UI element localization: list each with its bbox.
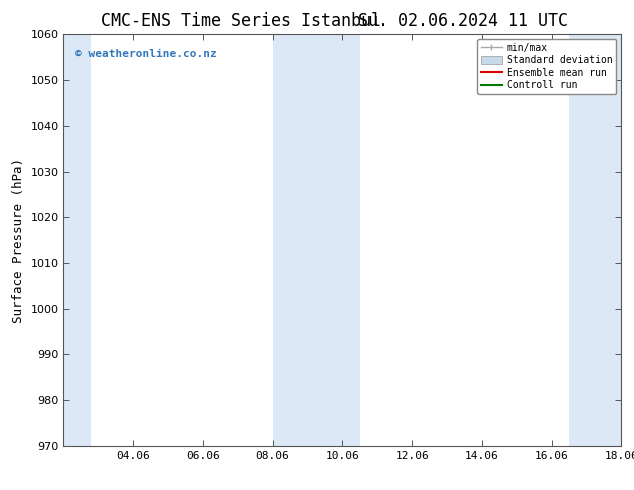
Y-axis label: Surface Pressure (hPa): Surface Pressure (hPa) (12, 158, 25, 322)
Bar (63, 34, 91, 446)
Text: Su. 02.06.2024 11 UTC: Su. 02.06.2024 11 UTC (358, 12, 568, 30)
Text: CMC-ENS Time Series Istanbul: CMC-ENS Time Series Istanbul (101, 12, 381, 30)
Bar (273, 34, 360, 446)
Text: © weatheronline.co.nz: © weatheronline.co.nz (75, 49, 216, 59)
Legend: min/max, Standard deviation, Ensemble mean run, Controll run: min/max, Standard deviation, Ensemble me… (477, 39, 616, 94)
Bar (569, 34, 621, 446)
